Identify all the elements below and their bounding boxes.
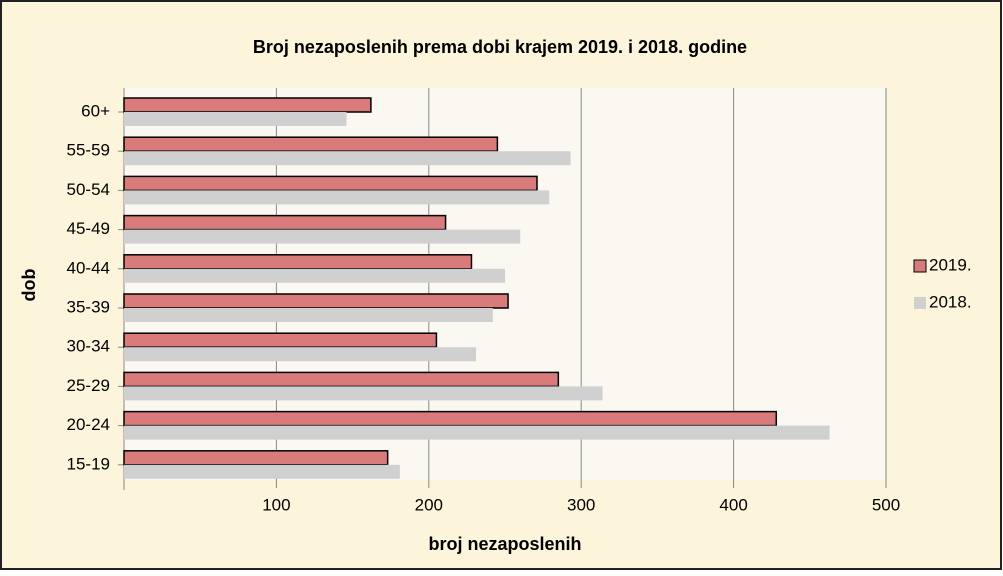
bar [124, 268, 505, 283]
bar [123, 175, 538, 192]
x-tick-label: 200 [415, 495, 443, 514]
x-tick-label: 100 [262, 495, 290, 514]
bar [123, 97, 372, 113]
x-tick-label: 400 [719, 495, 747, 514]
y-tick-label: 45-49 [67, 219, 110, 238]
y-tick-label: 25-29 [67, 376, 110, 395]
bar [123, 214, 447, 231]
bar [124, 386, 603, 401]
y-axis-label: dob [19, 269, 39, 302]
bar [123, 410, 778, 427]
bar [124, 151, 571, 166]
bar [124, 229, 521, 244]
chart-title: Broj nezaposlenih prema dobi krajem 2019… [253, 37, 747, 57]
bar [123, 371, 560, 388]
bar [123, 136, 499, 152]
y-tick-label: 35-39 [67, 297, 110, 316]
y-tick-label: 30-34 [67, 337, 110, 356]
y-tick-label: 55-59 [67, 141, 110, 160]
legend-label: 2019. [929, 255, 972, 274]
bar [124, 425, 830, 440]
x-axis-label: broj nezaposlenih [428, 534, 581, 554]
legend-swatch [913, 259, 927, 273]
bar [123, 293, 509, 309]
y-tick-label: 20-24 [67, 415, 110, 434]
x-tick-label: 500 [872, 495, 900, 514]
x-tick-label: 300 [567, 495, 595, 514]
bar [123, 254, 473, 270]
bar [124, 464, 400, 479]
legend-swatch [914, 297, 926, 309]
bar [123, 450, 389, 466]
y-tick-label: 60+ [81, 101, 110, 120]
bar [124, 112, 347, 126]
legend-label: 2018. [929, 292, 972, 311]
bar [123, 332, 438, 348]
y-tick-label: 15-19 [67, 454, 110, 473]
y-tick-label: 40-44 [67, 258, 110, 277]
bar [124, 308, 493, 322]
y-tick-label: 50-54 [67, 180, 110, 199]
bar [124, 347, 477, 362]
bar [124, 190, 550, 205]
